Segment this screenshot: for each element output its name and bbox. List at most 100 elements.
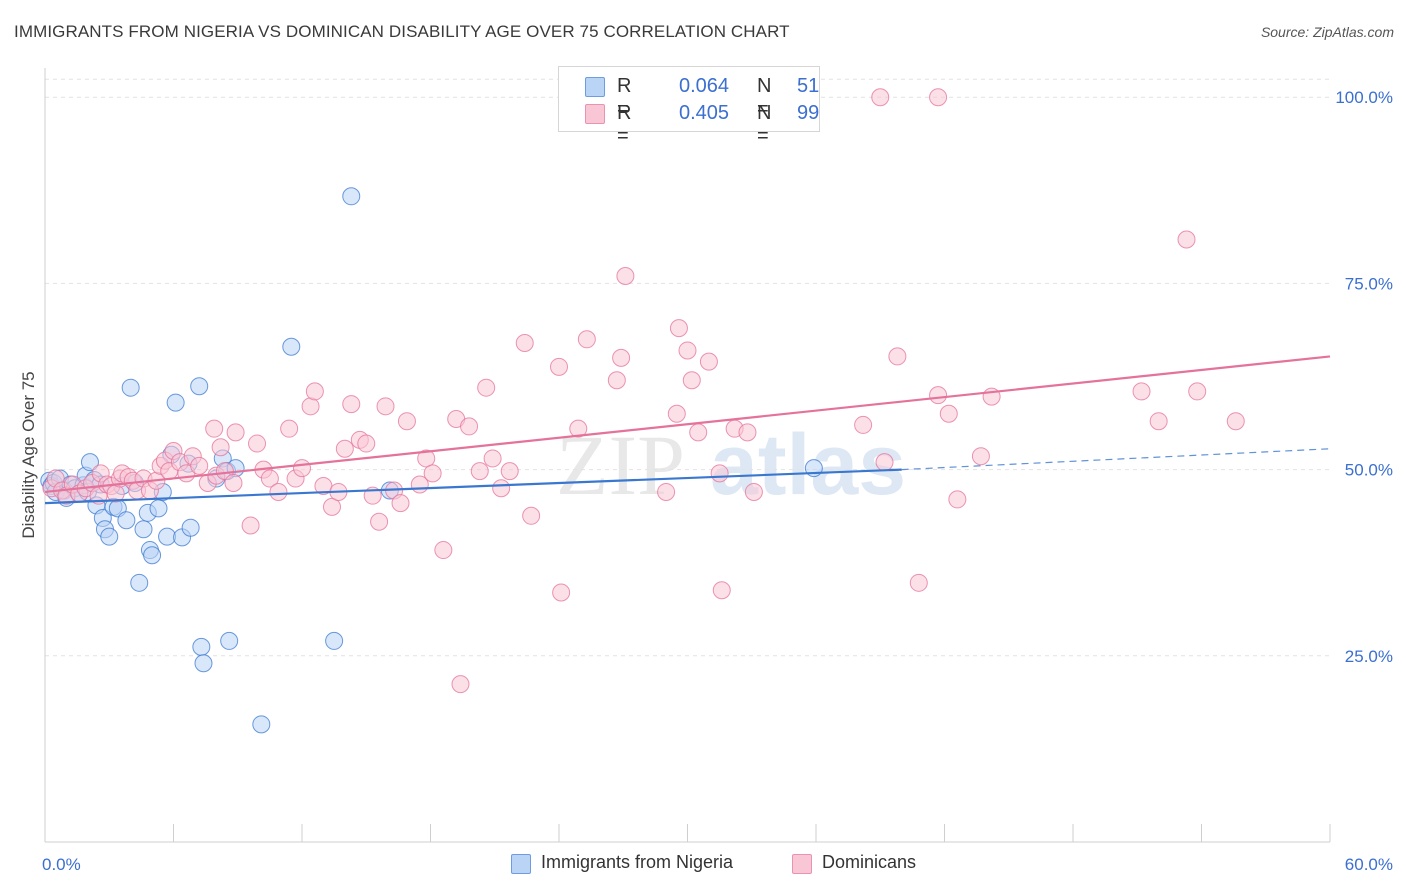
point-dominicans [451,675,470,694]
point-nigeria [130,573,149,592]
point-nigeria [220,631,239,650]
bottom-legend-label-dominicans: Dominicans [822,852,917,872]
point-dominicans [477,378,496,397]
point-nigeria [121,378,140,397]
point-dominicans [888,347,907,366]
point-nigeria [194,654,213,673]
point-nigeria [100,527,119,546]
point-nigeria [134,520,153,539]
point-dominicans [397,412,416,431]
point-dominicans [260,469,279,488]
point-dominicans [500,462,519,481]
point-dominicans [929,386,948,405]
point-nigeria [190,377,209,396]
point-nigeria [342,187,361,206]
tick-labels: 25.0% 50.0% 75.0% 100.0% 0.0% 60.0% [42,88,1393,874]
point-dominicans [492,479,511,498]
legend-n-label: N = [757,75,772,120]
point-nigeria [252,715,271,734]
point-nigeria [158,527,177,546]
trend-line-nigeria [44,468,902,505]
data-points [40,88,1245,734]
point-dominicans [744,482,763,501]
point-dominicans [1226,412,1245,431]
point-dominicans [522,506,541,525]
point-dominicans [699,352,718,371]
point-dominicans [335,439,354,458]
trend-line-dominicans [44,355,1331,494]
point-dominicans [434,541,453,560]
y-tick-label: 100.0% [1335,88,1393,107]
point-dominicans [305,382,324,401]
point-dominicans [710,464,729,483]
point-dominicans [689,423,708,442]
point-nigeria [117,511,136,530]
grid-lines [45,78,1330,657]
legend-n-value: 51 [797,75,820,97]
point-dominicans [342,395,361,414]
point-dominicans [669,319,688,338]
point-dominicans [854,415,873,434]
point-dominicans [190,456,209,475]
bottom-legend-swatch-nigeria [511,854,531,874]
bottom-legend-label-nigeria: Immigrants from Nigeria [541,852,734,872]
legend-n-value: 99 [797,102,820,124]
point-dominicans [322,497,341,516]
point-dominicans [871,88,890,107]
point-dominicans [616,266,635,285]
point-dominicans [280,419,299,438]
chart-source: Source: ZipAtlas.com [1260,24,1394,40]
point-dominicans [569,419,588,438]
point-dominicans [657,482,676,501]
y-tick-label: 50.0% [1345,461,1393,480]
point-dominicans [460,417,479,436]
legend-r-value: 0.064 [679,75,730,97]
point-dominicans [301,397,320,416]
bottom-legend-swatch-dominicans [792,854,812,874]
correlation-legend: R = 0.064 N = 51 R = 0.405 N = 99 [558,66,820,147]
point-dominicans [293,459,311,478]
point-nigeria [325,631,344,650]
point-dominicans [483,449,502,468]
point-dominicans [678,341,697,360]
point-dominicans [667,404,686,423]
y-tick-label: 75.0% [1345,274,1393,293]
point-dominicans [909,573,928,592]
point-dominicans [577,330,596,349]
x-tick-label: 60.0% [1345,855,1393,874]
point-dominicans [550,357,568,376]
legend-swatch-nigeria [585,77,605,97]
point-dominicans [224,474,243,493]
point-dominicans [1132,382,1151,401]
point-nigeria [166,393,185,412]
point-dominicans [875,453,894,472]
trend-lines [44,355,1331,505]
point-dominicans [939,404,958,423]
point-dominicans [682,371,701,390]
point-dominicans [470,462,489,481]
chart-title: IMMIGRANTS FROM NIGERIA VS DOMINICAN DIS… [14,22,790,41]
point-dominicans [738,423,757,442]
point-dominicans [612,348,631,367]
point-dominicans [423,464,442,483]
legend-swatch-dominicans [585,104,605,124]
point-dominicans [712,581,731,600]
point-dominicans [269,482,288,501]
point-dominicans [607,371,626,390]
x-tick-label: 0.0% [42,855,81,874]
point-nigeria [149,499,168,518]
point-dominicans [1177,230,1196,249]
point-dominicans [929,88,948,107]
point-dominicans [417,449,436,468]
y-axis-label: Disability Age Over 75 [19,371,38,538]
point-dominicans [552,583,571,602]
point-dominicans [971,447,990,466]
legend-r-label: R = [617,102,632,147]
point-dominicans [515,334,534,353]
legend-n-label: N = [757,102,772,147]
point-nigeria [192,637,211,656]
y-tick-label: 25.0% [1345,647,1393,666]
point-dominicans [1149,412,1168,431]
legend-r-value: 0.405 [679,102,730,124]
